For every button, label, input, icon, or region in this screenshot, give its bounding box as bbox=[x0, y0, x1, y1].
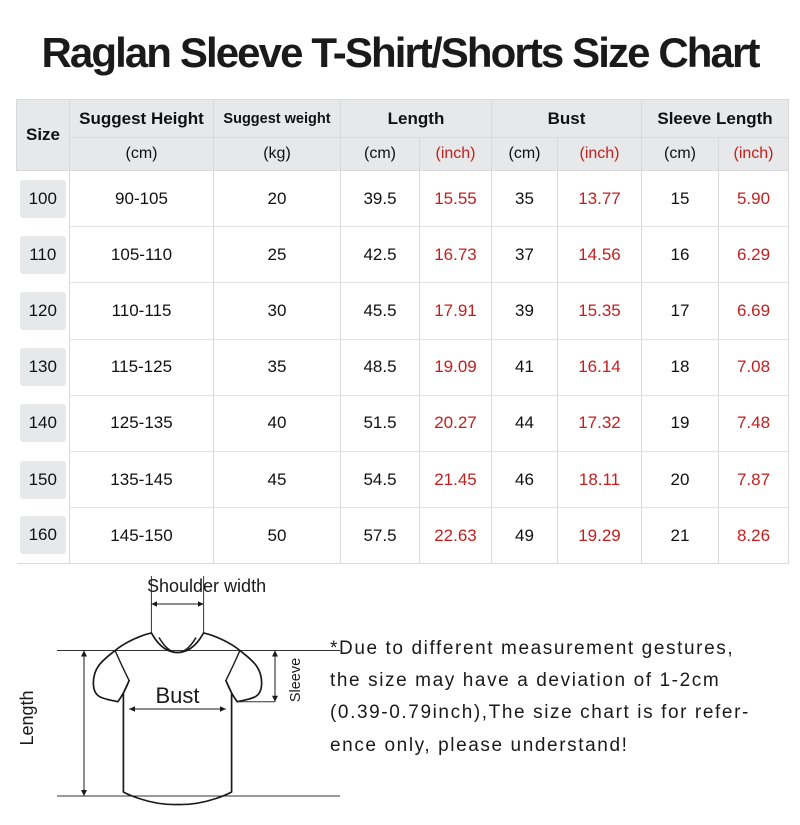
svg-text:Sleeve: Sleeve bbox=[288, 658, 304, 702]
svg-text:Shoulder width: Shoulder width bbox=[147, 576, 266, 596]
svg-text:Bust: Bust bbox=[155, 683, 199, 708]
svg-text:Length: Length bbox=[17, 690, 37, 745]
